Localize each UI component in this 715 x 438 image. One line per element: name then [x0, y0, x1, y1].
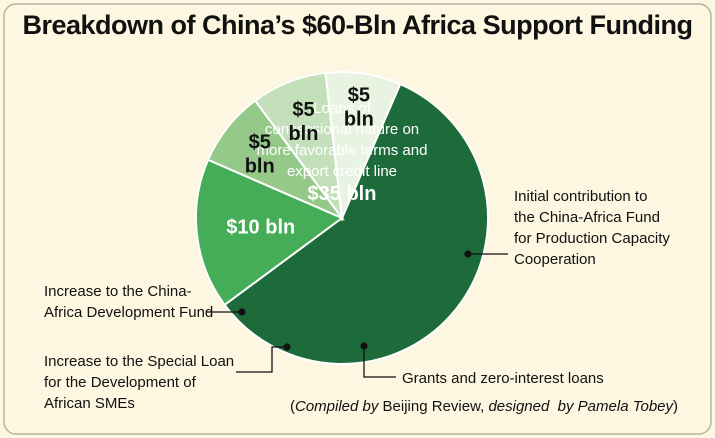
pie-slice-dev-fund [324, 71, 402, 222]
slice-value-grants: bln [245, 156, 275, 178]
slice-value-grants: $5 [249, 132, 271, 154]
leader-dot-dev-fund [238, 308, 246, 316]
caption-fund-production: Initial contribution to the China-Africa… [514, 188, 670, 268]
credit-line: (Compiled by Beijing Review, designed by… [290, 398, 679, 415]
leader-dot-special-loan [283, 343, 291, 351]
slice-label-loans-line: concessional nature on [265, 121, 419, 138]
caption-grants: Grants and zero-interest loans [402, 370, 604, 387]
slice-value-dev-fund: $5 [348, 84, 370, 106]
slice-value-dev-fund: bln [344, 108, 374, 130]
leader-dot-fund-production [464, 250, 472, 258]
caption-special-loan: Increase to the Special Loan for the Dev… [44, 353, 235, 412]
leader-dot-grants [360, 342, 368, 350]
pie-slice-fund-production [195, 158, 344, 307]
slice-value-loans: $35 bln [308, 183, 377, 205]
caption-dev-fund: Increase to the China- Africa Developmen… [44, 283, 214, 321]
slice-label-loans-line: Loans of [313, 100, 371, 117]
slice-value-special-loan: $5 [292, 99, 314, 121]
slice-label-loans-line: export credit line [287, 163, 397, 180]
chart-title: Breakdown of China’s $60-Bln Africa Supp… [22, 10, 693, 40]
slice-value-special-loan: bln [288, 123, 318, 145]
leader-line-grants [363, 346, 396, 378]
slice-label-loans-line: more favorable terms and [257, 142, 428, 159]
leader-line-special-loan [236, 346, 287, 373]
pie-slice-loans [223, 82, 489, 365]
slice-value-fund-production: $10 bln [226, 216, 295, 238]
